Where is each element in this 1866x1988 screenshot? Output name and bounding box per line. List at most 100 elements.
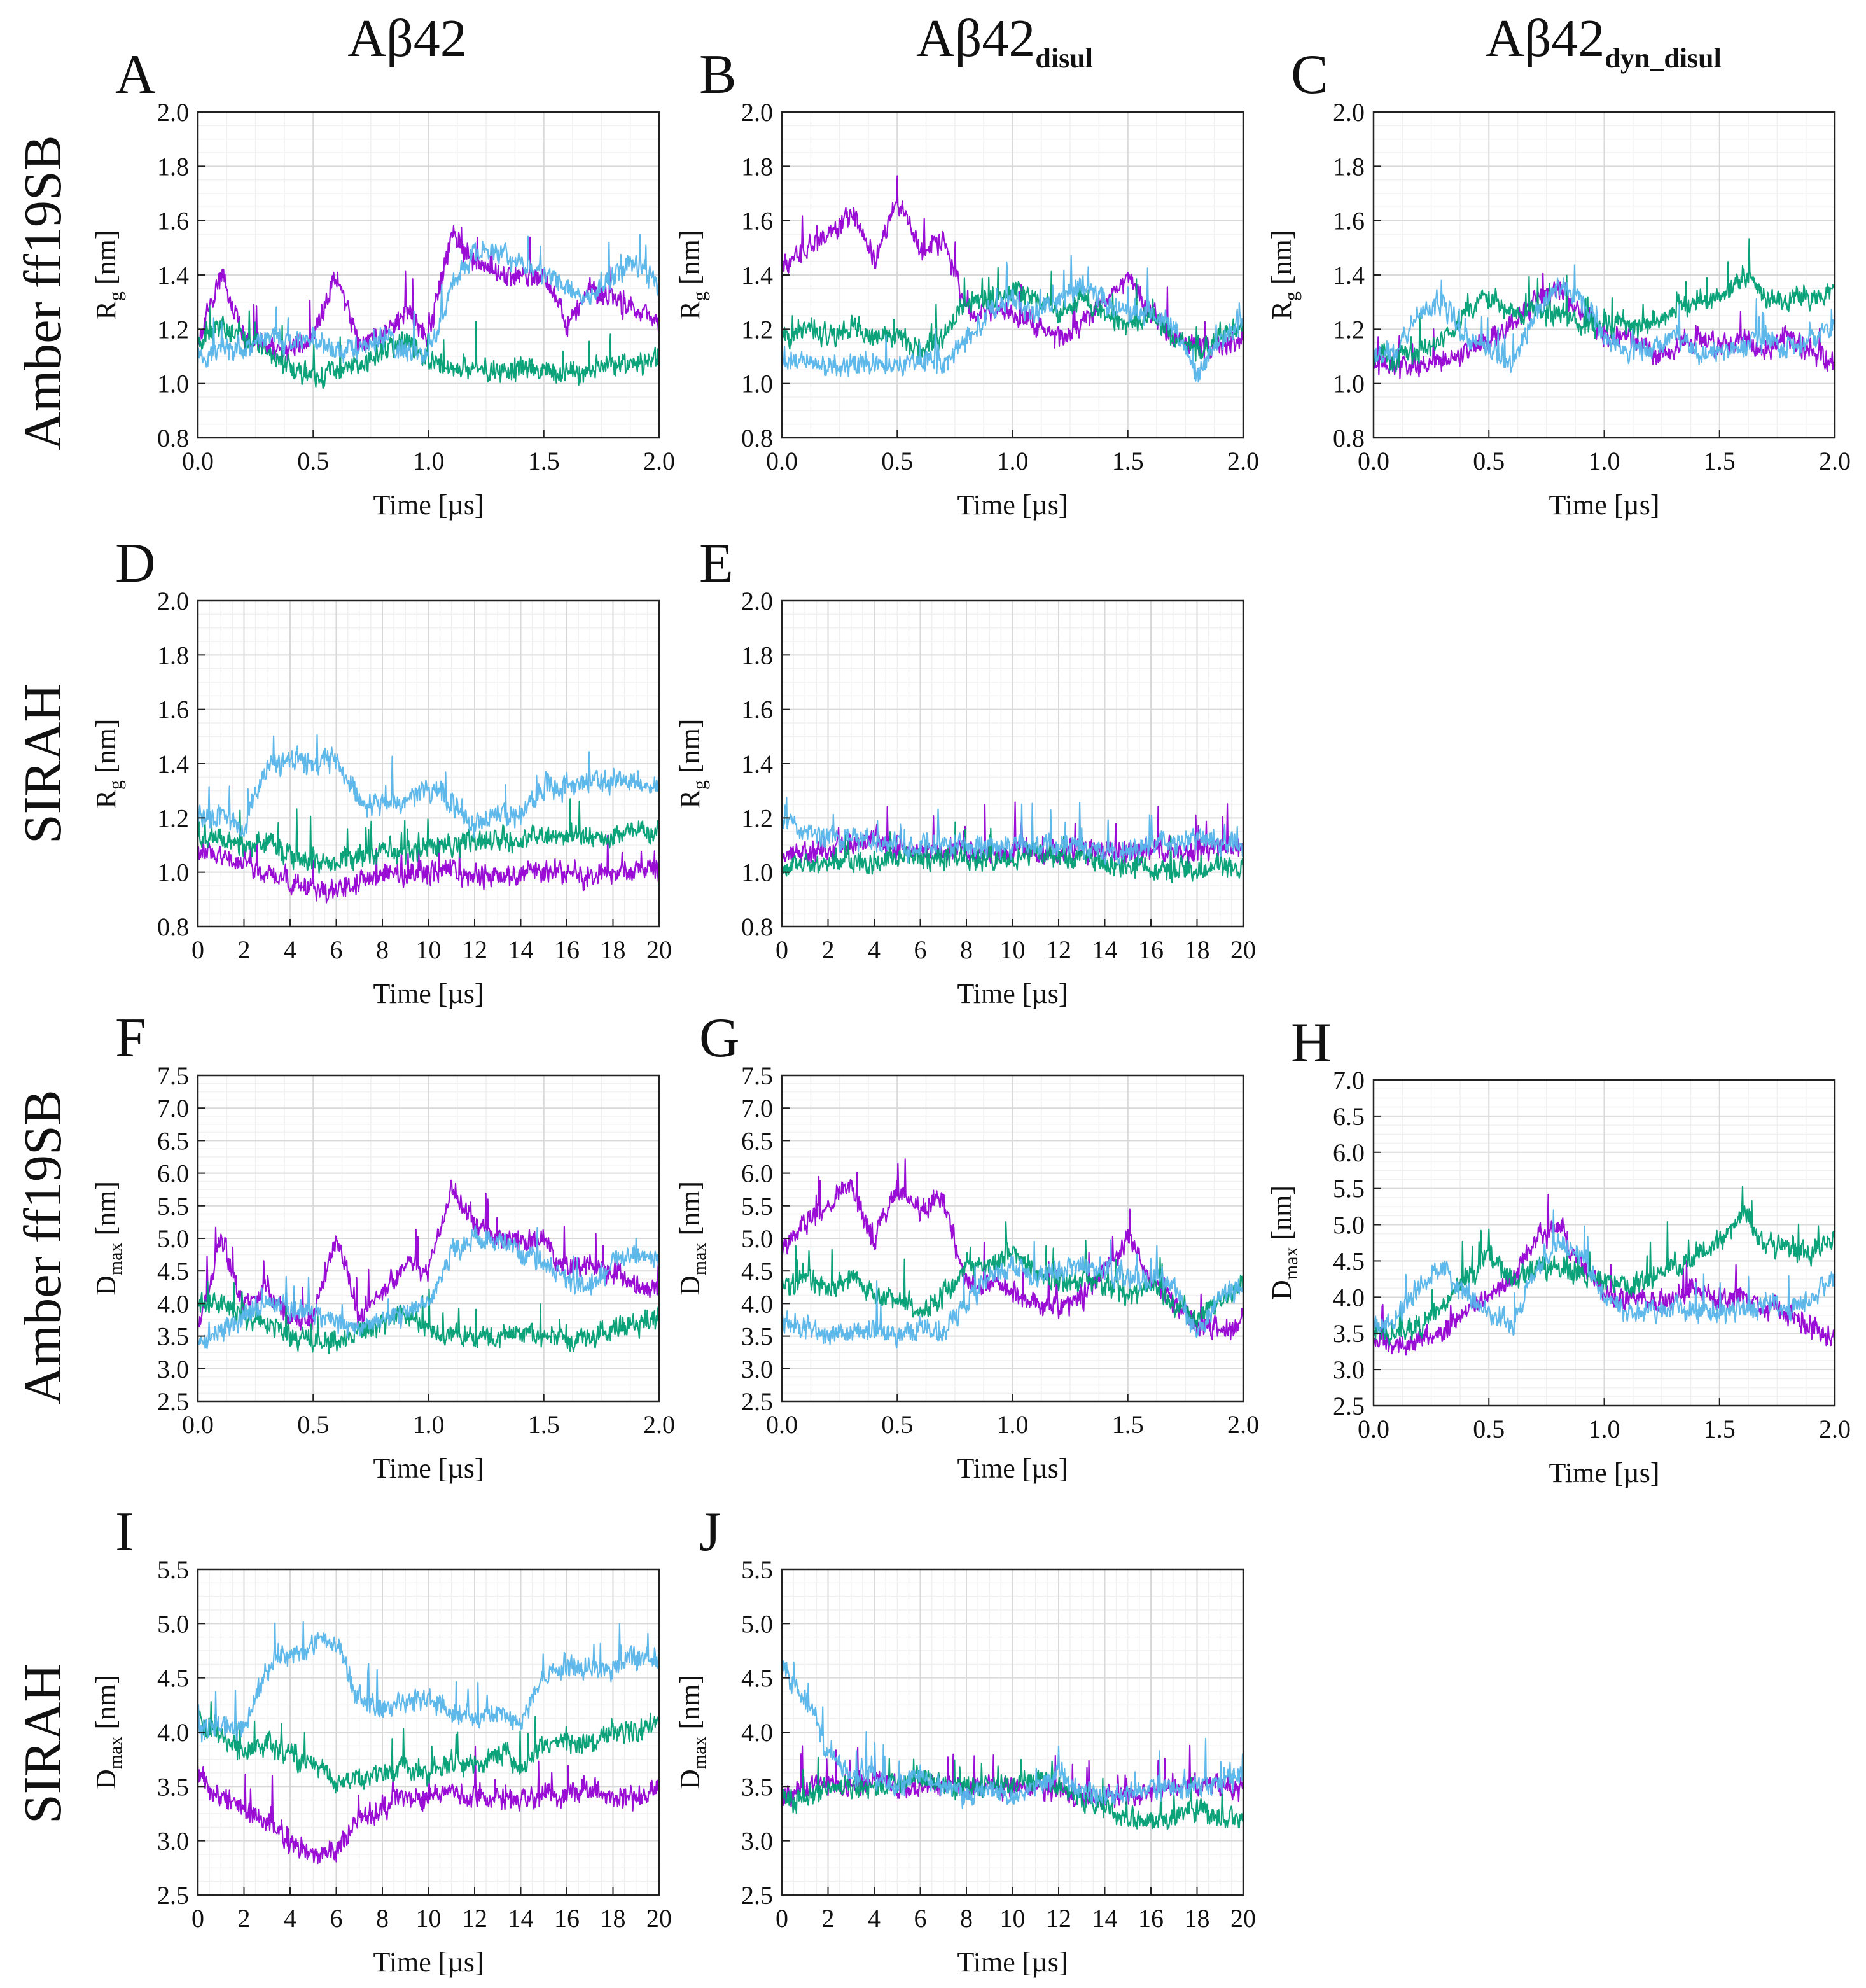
series-group: [782, 797, 1243, 883]
x-tick-label: 2: [822, 935, 835, 964]
y-tick-label: 4.0: [1333, 1283, 1365, 1312]
y-tick-label: 1.4: [157, 750, 189, 778]
ticks: 0.0 0.5 1.0 1.5 2.0 0.8 1.0 1.2 1.4 1.6 1.8 2.0: [741, 98, 1259, 475]
panel-a: 0.0 0.5 1.0 1.5 2.0 0.8 1.0 1.2 1.4 1.6 1.8 2.0 Time…: [90, 44, 675, 521]
x-tick-label: 2.0: [643, 1410, 675, 1439]
y-tick-label: 3.0: [1333, 1355, 1365, 1384]
y-tick-label: 0.8: [741, 913, 773, 941]
y-axis-label-sub: max: [105, 1737, 126, 1770]
x-tick-label: 0.5: [297, 447, 329, 475]
y-tick-label: 1.0: [741, 858, 773, 887]
x-tick-label: 8: [376, 1904, 389, 1933]
y-axis-label-main: R: [1266, 300, 1297, 319]
ticks: 0 2 4 6 8 10 12 14 16 18 20 0.8 1.0 1.2 1.4 1.6 1.8 2.0: [157, 587, 672, 964]
x-tick-label: 2: [238, 1904, 251, 1933]
y-tick-label: 2.0: [741, 587, 773, 615]
x-tick-label: 16: [554, 935, 580, 964]
y-axis-label-sub: max: [689, 1737, 710, 1770]
panel-b: 0.0 0.5 1.0 1.5 2.0 0.8 1.0 1.2 1.4 1.6 1.8 2.0 Time…: [674, 44, 1259, 521]
x-tick-label: 0: [776, 1904, 788, 1933]
x-tick-label: 1.5: [528, 1410, 560, 1439]
series-line-purple: [198, 834, 659, 904]
x-axis-label: Time [µs]: [1549, 1457, 1659, 1488]
y-tick-label: 5.0: [157, 1224, 189, 1253]
x-tick-label: 12: [462, 1904, 487, 1933]
ticks: 0.0 0.5 1.0 1.5 2.0 2.5 3.0 3.5 4.0 4.5 5.0 5.5 6.0 6…: [157, 1061, 675, 1439]
y-tick-label: 4.0: [157, 1289, 189, 1318]
panel-d: 0 2 4 6 8 10 12 14 16 18 20 0.8 1.0 1.2 1.4 1.6 1.8 2.0 Ti…: [90, 533, 672, 1009]
column-title-1: Aβ42: [347, 9, 466, 68]
x-tick-label: 18: [1185, 935, 1210, 964]
ticks: 0.0 0.5 1.0 1.5 2.0 2.5 3.0 3.5 4.0 4.5 5.0 5.5 6.0 6…: [741, 1061, 1259, 1439]
y-tick-label: 1.6: [157, 207, 189, 235]
series-line-blue: [782, 255, 1243, 383]
column-title-2-main: Aβ42: [916, 9, 1035, 68]
x-tick-label: 0.5: [297, 1410, 329, 1439]
x-tick-label: 12: [1046, 935, 1071, 964]
y-axis-label-sub: g: [689, 291, 710, 301]
x-tick-label: 14: [1092, 1904, 1118, 1933]
y-axis-label-sub: max: [689, 1243, 710, 1276]
x-tick-label: 0.5: [1473, 447, 1505, 475]
x-tick-label: 12: [462, 935, 487, 964]
y-tick-label: 2.5: [741, 1387, 773, 1416]
x-tick-label: 0.0: [182, 1410, 214, 1439]
x-tick-label: 1.5: [1704, 1415, 1736, 1443]
panel-e: 0 2 4 6 8 10 12 14 16 18 20 0.8 1.0 1.2 1.4 1.6 1.8 2.0 Ti…: [674, 533, 1256, 1009]
series-line-green: [1374, 238, 1835, 373]
y-axis-label: Dmax [nm]: [90, 1181, 126, 1296]
y-tick-label: 1.8: [157, 641, 189, 669]
y-tick-label: 4.0: [157, 1718, 189, 1747]
y-tick-label: 1.2: [1333, 315, 1365, 344]
y-tick-label: 2.0: [741, 98, 773, 127]
x-tick-label: 2.0: [643, 447, 675, 475]
y-tick-label: 0.8: [1333, 424, 1365, 452]
x-tick-label: 20: [1230, 935, 1256, 964]
x-tick-label: 6: [914, 935, 927, 964]
y-tick-label: 6.0: [157, 1159, 189, 1188]
panel-letter: G: [699, 1007, 740, 1069]
y-axis-label: Rg [nm]: [674, 719, 710, 809]
series-line-green: [198, 798, 659, 874]
row-label-3: Amber ff19SB: [13, 1089, 73, 1404]
panel-letter: J: [699, 1501, 721, 1563]
y-axis-label-unit: [nm]: [90, 230, 122, 292]
series-line-purple: [1374, 1194, 1835, 1356]
row-label-1: Amber ff19SB: [13, 135, 73, 450]
x-tick-label: 2.0: [1227, 447, 1259, 475]
series-line-blue: [198, 734, 659, 839]
x-tick-label: 10: [1000, 1904, 1026, 1933]
series-group: [782, 1158, 1243, 1349]
ticks: 0 2 4 6 8 10 12 14 16 18 20 2.5 3.0 3.5 4.0 4.5 5.0 5.5: [741, 1555, 1256, 1933]
series-group: [198, 1621, 659, 1865]
y-axis-label-sub: g: [689, 780, 710, 790]
y-tick-label: 0.8: [157, 424, 189, 452]
y-axis-label-main: D: [674, 1275, 706, 1296]
y-tick-label: 1.6: [741, 207, 773, 235]
y-tick-label: 5.5: [741, 1192, 773, 1221]
y-tick-label: 4.0: [741, 1718, 773, 1747]
series-line-green: [198, 305, 659, 389]
series-group: [198, 734, 659, 904]
series-group: [198, 1179, 659, 1355]
x-tick-label: 20: [1230, 1904, 1256, 1933]
x-tick-label: 4: [868, 1904, 881, 1933]
y-tick-label: 5.5: [157, 1192, 189, 1221]
x-tick-label: 2.0: [1819, 447, 1851, 475]
y-axis-label: Dmax [nm]: [674, 1181, 710, 1296]
y-axis-label-unit: [nm]: [90, 719, 122, 781]
y-tick-label: 1.2: [741, 804, 773, 832]
y-axis-label-unit: [nm]: [90, 1675, 122, 1737]
column-title-2: Aβ42disul: [916, 9, 1093, 74]
y-axis-label: Dmax [nm]: [90, 1675, 126, 1789]
y-tick-label: 2.5: [1333, 1392, 1365, 1420]
y-tick-label: 1.4: [157, 261, 189, 290]
y-tick-label: 5.5: [1333, 1175, 1365, 1203]
y-tick-label: 0.8: [157, 913, 189, 941]
x-tick-label: 14: [508, 1904, 534, 1933]
y-tick-label: 3.5: [741, 1322, 773, 1351]
x-tick-label: 18: [1185, 1904, 1210, 1933]
y-tick-label: 4.0: [741, 1289, 773, 1318]
y-tick-label: 0.8: [741, 424, 773, 452]
series-line-blue: [782, 1660, 1243, 1809]
